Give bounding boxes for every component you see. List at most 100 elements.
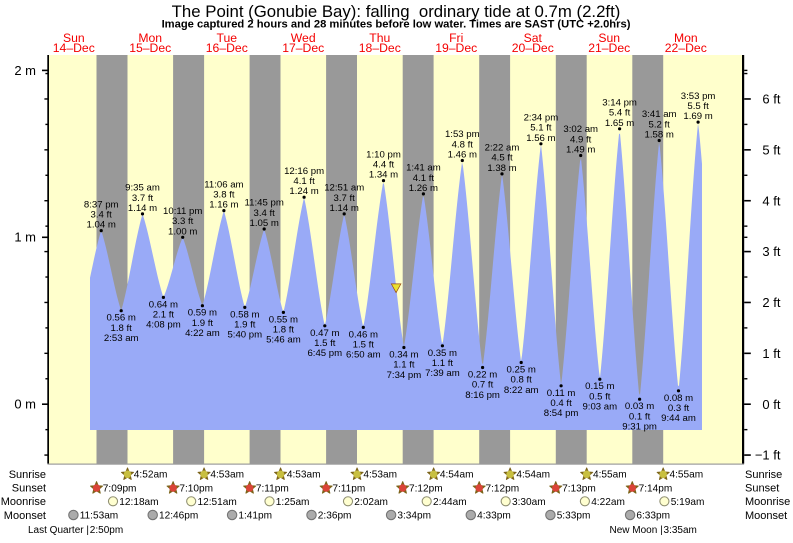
svg-text:0.11 m: 0.11 m bbox=[547, 388, 576, 399]
svg-text:4:22 am: 4:22 am bbox=[185, 328, 220, 339]
svg-text:1.65 m: 1.65 m bbox=[605, 118, 634, 129]
svg-text:3.8 ft: 3.8 ft bbox=[213, 189, 235, 200]
svg-text:2 ft: 2 ft bbox=[762, 295, 780, 310]
svg-text:3:53 pm: 3:53 pm bbox=[681, 91, 716, 102]
svg-text:Sunset: Sunset bbox=[745, 483, 779, 495]
svg-text:5:33pm: 5:33pm bbox=[557, 511, 591, 522]
svg-text:1.14 m: 1.14 m bbox=[128, 203, 157, 214]
svg-text:0.15 m: 0.15 m bbox=[585, 381, 614, 392]
svg-text:8:22 am: 8:22 am bbox=[504, 385, 539, 396]
svg-text:3.4 ft: 3.4 ft bbox=[91, 210, 113, 221]
svg-text:5:40 pm: 5:40 pm bbox=[227, 330, 262, 341]
svg-text:2 m: 2 m bbox=[14, 63, 36, 78]
svg-text:Thu: Thu bbox=[369, 31, 390, 45]
svg-text:4:55am: 4:55am bbox=[593, 470, 627, 481]
svg-text:1.56 m: 1.56 m bbox=[526, 133, 555, 144]
svg-text:10:11 pm: 10:11 pm bbox=[163, 206, 202, 217]
svg-text:2:53 am: 2:53 am bbox=[104, 333, 139, 344]
svg-text:9:44 am: 9:44 am bbox=[661, 413, 696, 424]
svg-text:3 ft: 3 ft bbox=[762, 244, 780, 259]
svg-text:1.5 ft: 1.5 ft bbox=[314, 338, 336, 349]
svg-text:4:54am: 4:54am bbox=[440, 470, 474, 481]
svg-text:7:13pm: 7:13pm bbox=[562, 483, 596, 494]
svg-text:1:41 am: 1:41 am bbox=[406, 163, 441, 174]
svg-text:19–Dec: 19–Dec bbox=[435, 41, 477, 55]
svg-text:0.25 m: 0.25 m bbox=[507, 365, 536, 376]
svg-text:1.46 m: 1.46 m bbox=[448, 150, 477, 161]
svg-text:4.1 ft: 4.1 ft bbox=[293, 176, 315, 187]
svg-text:1.9 ft: 1.9 ft bbox=[234, 320, 256, 331]
svg-text:2:34 pm: 2:34 pm bbox=[524, 113, 559, 124]
svg-text:8:54 pm: 8:54 pm bbox=[544, 408, 579, 419]
svg-text:0.4 ft: 0.4 ft bbox=[550, 398, 572, 409]
svg-text:3.7 ft: 3.7 ft bbox=[132, 193, 154, 204]
svg-text:1.00 m: 1.00 m bbox=[168, 226, 197, 237]
svg-text:22–Dec: 22–Dec bbox=[665, 41, 707, 55]
svg-text:4.4 ft: 4.4 ft bbox=[373, 159, 395, 170]
svg-text:0.56 m: 0.56 m bbox=[107, 313, 136, 324]
svg-text:Wed: Wed bbox=[291, 31, 316, 45]
svg-text:7:34 pm: 7:34 pm bbox=[387, 370, 422, 381]
svg-text:14–Dec: 14–Dec bbox=[53, 41, 95, 55]
svg-text:1 m: 1 m bbox=[14, 230, 36, 245]
svg-text:1:53 pm: 1:53 pm bbox=[445, 129, 480, 140]
svg-text:7:39 am: 7:39 am bbox=[425, 368, 460, 379]
svg-text:Sun: Sun bbox=[63, 31, 85, 45]
svg-text:0.58 m: 0.58 m bbox=[230, 309, 259, 320]
svg-text:11:53am: 11:53am bbox=[80, 511, 119, 522]
svg-text:1.26 m: 1.26 m bbox=[409, 183, 438, 194]
svg-text:1.8 ft: 1.8 ft bbox=[111, 323, 133, 334]
svg-text:7:12pm: 7:12pm bbox=[409, 483, 443, 494]
svg-text:6:33pm: 6:33pm bbox=[636, 511, 670, 522]
svg-text:0.08 m: 0.08 m bbox=[664, 393, 693, 404]
svg-text:1.38 m: 1.38 m bbox=[487, 163, 516, 174]
svg-text:3.4 ft: 3.4 ft bbox=[254, 208, 276, 219]
svg-text:2.1 ft: 2.1 ft bbox=[153, 310, 175, 321]
svg-text:Moonset: Moonset bbox=[745, 510, 787, 522]
svg-text:17–Dec: 17–Dec bbox=[282, 41, 324, 55]
svg-text:12:16 pm: 12:16 pm bbox=[284, 166, 324, 177]
svg-text:Mon: Mon bbox=[674, 31, 698, 45]
svg-text:4:53am: 4:53am bbox=[363, 470, 397, 481]
svg-text:5.1 ft: 5.1 ft bbox=[530, 123, 552, 134]
svg-text:3:34pm: 3:34pm bbox=[397, 511, 431, 522]
svg-text:Mon: Mon bbox=[138, 31, 162, 45]
svg-text:6:50 am: 6:50 am bbox=[346, 350, 381, 361]
svg-text:0.47 m: 0.47 m bbox=[310, 328, 339, 339]
svg-text:3:02 am: 3:02 am bbox=[563, 124, 598, 135]
svg-text:7:10pm: 7:10pm bbox=[179, 483, 213, 494]
svg-text:0.03 m: 0.03 m bbox=[625, 401, 654, 412]
svg-text:0.34 m: 0.34 m bbox=[389, 350, 418, 361]
svg-text:3:41 am: 3:41 am bbox=[642, 109, 677, 120]
svg-text:4:53am: 4:53am bbox=[287, 470, 321, 481]
svg-text:9:03 am: 9:03 am bbox=[582, 402, 617, 413]
svg-text:1.58 m: 1.58 m bbox=[645, 130, 674, 141]
svg-text:7:11pm: 7:11pm bbox=[332, 483, 365, 494]
svg-text:The Point (Gonubie Bay): falli: The Point (Gonubie Bay): falling ordinar… bbox=[172, 2, 621, 21]
svg-text:0.35 m: 0.35 m bbox=[428, 348, 457, 359]
svg-text:1.1 ft: 1.1 ft bbox=[393, 360, 415, 371]
svg-text:4 ft: 4 ft bbox=[762, 193, 780, 208]
svg-text:7:11pm: 7:11pm bbox=[256, 483, 289, 494]
svg-text:12:51am: 12:51am bbox=[198, 497, 237, 508]
svg-text:1.9 ft: 1.9 ft bbox=[192, 318, 214, 329]
svg-text:4:55am: 4:55am bbox=[670, 470, 704, 481]
svg-text:1.34 m: 1.34 m bbox=[369, 170, 398, 181]
svg-text:Tue: Tue bbox=[217, 31, 238, 45]
svg-text:5:46 am: 5:46 am bbox=[266, 335, 301, 346]
svg-text:11:06 am: 11:06 am bbox=[204, 179, 243, 190]
svg-text:1.24 m: 1.24 m bbox=[289, 186, 318, 197]
svg-text:1.1 ft: 1.1 ft bbox=[432, 358, 454, 369]
svg-text:1:25am: 1:25am bbox=[276, 497, 310, 508]
svg-text:0.55 m: 0.55 m bbox=[269, 314, 298, 325]
svg-text:4:54am: 4:54am bbox=[516, 470, 550, 481]
svg-text:Image captured 2 hours and 28: Image captured 2 hours and 28 minutes be… bbox=[162, 19, 631, 31]
svg-text:1:10 pm: 1:10 pm bbox=[366, 149, 401, 160]
svg-text:2:44am: 2:44am bbox=[433, 497, 467, 508]
svg-text:0.8 ft: 0.8 ft bbox=[511, 375, 533, 386]
svg-text:3:14 pm: 3:14 pm bbox=[602, 98, 637, 109]
svg-text:Sunrise: Sunrise bbox=[745, 469, 782, 481]
svg-text:4:52am: 4:52am bbox=[134, 470, 168, 481]
svg-text:5.2 ft: 5.2 ft bbox=[649, 119, 671, 130]
svg-text:8:37 pm: 8:37 pm bbox=[84, 199, 119, 210]
